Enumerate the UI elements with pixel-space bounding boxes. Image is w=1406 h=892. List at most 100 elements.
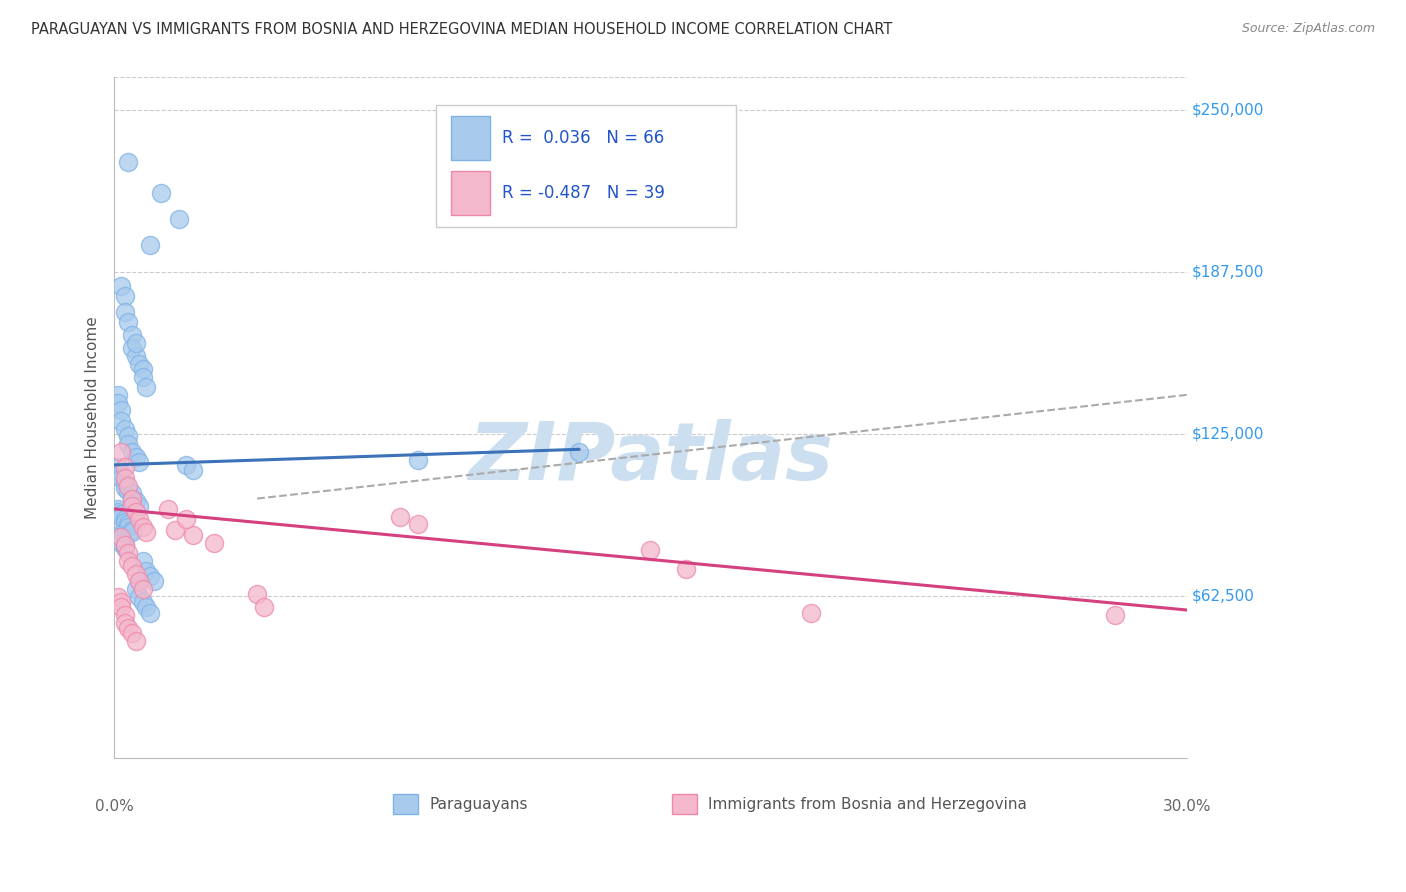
Text: Immigrants from Bosnia and Herzegovina: Immigrants from Bosnia and Herzegovina [709, 797, 1028, 812]
Point [121, 523, 143, 537]
Point [117, 520, 139, 534]
Point [110, 507, 132, 521]
Point [128, 574, 150, 589]
Point [107, 395, 129, 409]
Point [121, 486, 143, 500]
Point [246, 587, 269, 601]
Point [139, 606, 162, 620]
Point [117, 621, 139, 635]
Point [132, 582, 155, 597]
Point [121, 500, 143, 514]
Point [202, 535, 225, 549]
Point [110, 466, 132, 480]
Point [163, 523, 186, 537]
Point [149, 186, 172, 200]
Point [114, 608, 136, 623]
Text: 30.0%: 30.0% [1163, 799, 1211, 814]
Point [117, 429, 139, 443]
Text: R = -0.487   N = 39: R = -0.487 N = 39 [502, 184, 665, 202]
Point [121, 445, 143, 459]
Point [128, 455, 150, 469]
Point [107, 504, 129, 518]
Point [124, 566, 146, 581]
Point [110, 530, 132, 544]
Point [114, 541, 136, 555]
Point [124, 336, 146, 351]
Point [114, 421, 136, 435]
Point [128, 500, 150, 514]
Point [110, 403, 132, 417]
Point [114, 305, 136, 319]
Point [121, 525, 143, 540]
Point [124, 494, 146, 508]
Point [568, 445, 591, 459]
Point [142, 574, 165, 589]
Point [110, 445, 132, 459]
Point [114, 475, 136, 490]
Point [117, 315, 139, 329]
Y-axis label: Median Household Income: Median Household Income [86, 316, 100, 519]
Point [114, 538, 136, 552]
Point [124, 504, 146, 518]
Text: $250,000: $250,000 [1192, 103, 1264, 118]
Point [110, 595, 132, 609]
Point [117, 478, 139, 492]
Point [128, 512, 150, 526]
Point [800, 606, 823, 620]
Point [167, 211, 190, 226]
Point [675, 561, 697, 575]
Point [114, 460, 136, 475]
Point [114, 512, 136, 526]
Text: $187,500: $187,500 [1192, 264, 1264, 279]
Point [110, 414, 132, 428]
Point [139, 237, 162, 252]
Text: Paraguayans: Paraguayans [430, 797, 529, 812]
Point [117, 554, 139, 568]
Point [124, 582, 146, 597]
Point [124, 450, 146, 464]
Point [121, 558, 143, 573]
Point [121, 328, 143, 343]
Point [110, 535, 132, 549]
Point [110, 279, 132, 293]
Point [135, 525, 157, 540]
Text: $125,000: $125,000 [1192, 426, 1264, 442]
Text: PARAGUAYAN VS IMMIGRANTS FROM BOSNIA AND HERZEGOVINA MEDIAN HOUSEHOLD INCOME COR: PARAGUAYAN VS IMMIGRANTS FROM BOSNIA AND… [31, 22, 893, 37]
Point [110, 509, 132, 524]
Point [174, 512, 197, 526]
Point [117, 483, 139, 498]
Point [114, 515, 136, 529]
Point [121, 491, 143, 506]
Text: R =  0.036   N = 66: R = 0.036 N = 66 [502, 128, 664, 146]
Point [107, 590, 129, 604]
Point [121, 341, 143, 355]
Point [110, 471, 132, 485]
Point [107, 528, 129, 542]
Point [139, 569, 162, 583]
Point [117, 154, 139, 169]
Point [135, 380, 157, 394]
Point [1104, 608, 1126, 623]
Point [406, 517, 429, 532]
Point [132, 554, 155, 568]
Point [114, 471, 136, 485]
Point [121, 626, 143, 640]
Point [128, 574, 150, 589]
Point [132, 595, 155, 609]
Point [135, 600, 157, 615]
Point [135, 564, 157, 578]
Point [124, 634, 146, 648]
Point [114, 481, 136, 495]
Point [406, 452, 429, 467]
Point [110, 600, 132, 615]
Point [181, 528, 204, 542]
Point [132, 369, 155, 384]
Text: 0.0%: 0.0% [94, 799, 134, 814]
Point [156, 502, 179, 516]
Point [107, 502, 129, 516]
Point [107, 388, 129, 402]
Point [128, 357, 150, 371]
Point [114, 289, 136, 303]
Point [124, 349, 146, 363]
Point [132, 362, 155, 376]
